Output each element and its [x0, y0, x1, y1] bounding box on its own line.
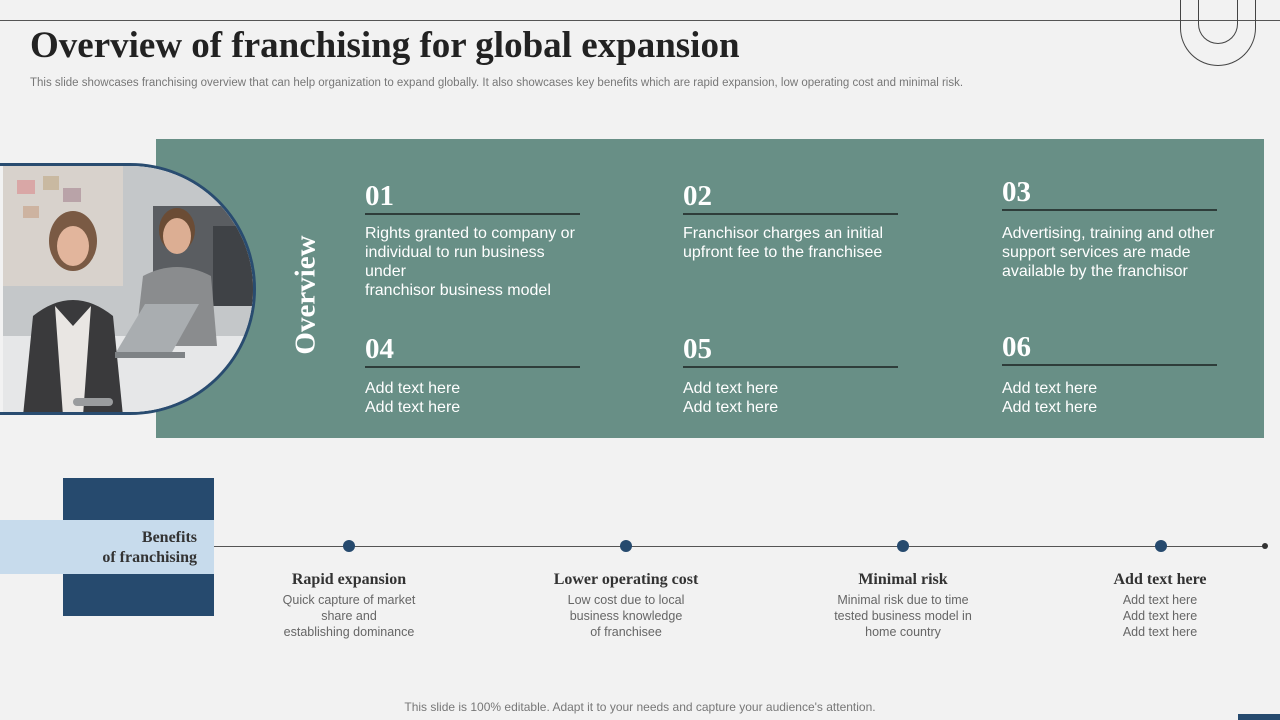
benefit-title: Lower operating cost: [553, 571, 699, 588]
overview-vertical-label: Overview: [289, 235, 322, 355]
timeline-dot: [1155, 540, 1167, 552]
benefit-rapid-expansion: Rapid expansion Quick capture of market …: [239, 570, 459, 640]
item-underline: [1002, 209, 1217, 211]
benefit-title: Add text here: [1113, 571, 1207, 588]
page-subtitle: This slide showcases franchising overvie…: [30, 77, 964, 89]
team-photo: [3, 166, 253, 412]
overview-panel: [156, 139, 1264, 438]
overview-item-06: 06 Add text here Add text here: [1002, 331, 1217, 417]
page-title: Overview of franchising for global expan…: [30, 25, 740, 66]
item-underline: [683, 213, 898, 215]
timeline-line: [214, 546, 1265, 547]
overview-item-03: 03 Advertising, training and other suppo…: [1002, 176, 1217, 281]
photo-frame: [0, 163, 256, 415]
footer-note: This slide is 100% editable. Adapt it to…: [404, 700, 876, 714]
corner-accent-bar: [1238, 714, 1280, 720]
overview-item-04: 04 Add text here Add text here: [365, 333, 580, 417]
item-text: Franchisor charges an initial upfront fe…: [683, 224, 884, 261]
item-number: 06: [1002, 331, 1031, 363]
item-text: Advertising, training and other support …: [1002, 224, 1215, 280]
decorative-arch-inner: [1198, 0, 1238, 44]
overview-item-05: 05 Add text here Add text here: [683, 333, 898, 417]
item-number: 03: [1002, 176, 1031, 208]
item-number: 01: [365, 180, 394, 212]
item-text: Add text here Add text here: [365, 379, 461, 416]
benefit-description: Low cost due to local business knowledge…: [567, 593, 685, 639]
benefit-title: Rapid expansion: [291, 571, 407, 588]
benefit-add-text: Add text here Add text here Add text her…: [1050, 570, 1270, 640]
timeline-end-dot: [1262, 543, 1268, 549]
item-underline: [683, 366, 898, 368]
timeline-dot: [343, 540, 355, 552]
benefit-description: Quick capture of market share and establ…: [282, 593, 416, 639]
benefit-title: Minimal risk: [858, 571, 948, 588]
benefit-description: Minimal risk due to time tested business…: [834, 593, 972, 639]
item-number: 02: [683, 180, 712, 212]
overview-item-02: 02 Franchisor charges an initial upfront…: [683, 180, 898, 262]
decorative-arch-outer: [1180, 0, 1256, 66]
item-underline: [365, 213, 580, 215]
item-text: Add text here Add text here: [1002, 379, 1098, 416]
benefit-minimal-risk: Minimal risk Minimal risk due to time te…: [793, 570, 1013, 640]
overview-item-01: 01 Rights granted to company or individu…: [365, 180, 580, 300]
timeline-dot: [620, 540, 632, 552]
item-number: 05: [683, 333, 712, 365]
benefit-lower-operating-cost: Lower operating cost Low cost due to loc…: [516, 570, 736, 640]
benefit-description: Add text here Add text here Add text her…: [1122, 593, 1198, 639]
item-text: Rights granted to company or individual …: [365, 224, 575, 299]
item-underline: [1002, 364, 1217, 366]
benefits-label: Benefits of franchising: [0, 520, 214, 574]
item-underline: [365, 366, 580, 368]
item-number: 04: [365, 333, 394, 365]
item-text: Add text here Add text here: [683, 379, 779, 416]
timeline-dot: [897, 540, 909, 552]
top-divider: [0, 20, 1280, 21]
